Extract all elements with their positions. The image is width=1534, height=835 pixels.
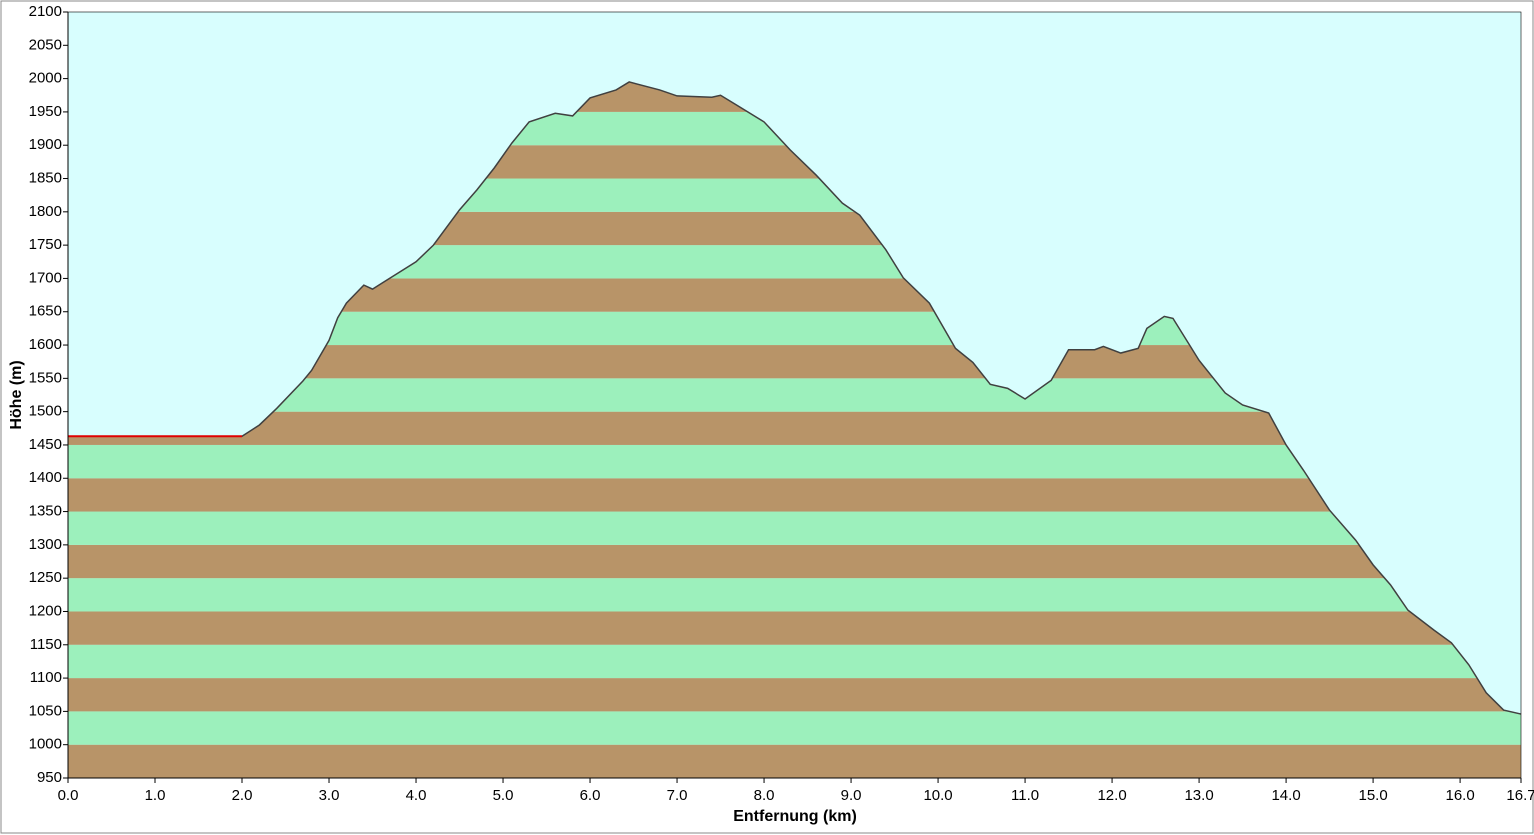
elevation-band [68,678,1521,712]
x-tick-label: 6.0 [580,787,601,804]
x-tick-label: 1.0 [145,787,166,804]
y-tick-label: 1150 [30,636,62,653]
y-tick-label: 1300 [29,536,62,553]
x-tick-label: 7.0 [667,787,688,804]
y-axis-title: Höhe (m) [8,360,25,429]
x-tick-label: 12.0 [1097,787,1126,804]
y-tick-label: 1100 [30,669,62,686]
x-tick-label: 11.0 [1011,787,1039,804]
y-tick-label: 1650 [29,303,62,320]
y-tick-label: 1600 [29,336,62,353]
elevation-band [68,744,1521,778]
y-tick-label: 1700 [29,269,62,286]
x-tick-label: 8.0 [754,787,775,804]
y-tick-label: 1550 [29,369,62,386]
x-tick-label: 10.0 [923,787,952,804]
x-tick-label: 2.0 [232,787,253,804]
elevation-band [68,644,1521,679]
elevation-band [68,578,1521,612]
x-tick-label: 3.0 [319,787,340,804]
x-tick-label: 13.0 [1184,787,1213,804]
y-tick-label: 1850 [29,169,62,186]
elevation-band [68,444,1521,479]
x-tick-label: 16.7 [1506,787,1534,804]
x-tick-label: 9.0 [841,787,862,804]
y-tick-label: 2000 [29,70,62,87]
y-tick-label: 1500 [29,403,62,420]
x-tick-label: 0.0 [58,787,79,804]
elevation-band [68,478,1521,512]
y-tick-label: 1250 [29,569,62,586]
elevation-band [68,611,1521,645]
elevation-band [68,711,1521,745]
y-tick-label: 2050 [29,36,62,53]
y-tick-label: 1900 [29,136,62,153]
y-tick-label: 1000 [29,736,62,753]
y-tick-label: 1050 [29,702,62,719]
y-tick-label: 1400 [29,469,62,486]
y-tick-label: 1750 [29,236,62,253]
y-tick-label: 1450 [29,436,62,453]
x-tick-label: 4.0 [406,787,427,804]
x-tick-label: 14.0 [1271,787,1300,804]
profile-line [68,81,1522,715]
y-tick-label: 1350 [29,503,62,520]
y-tick-label: 1950 [29,103,62,120]
y-tick-label: 1200 [29,602,62,619]
x-tick-label: 5.0 [493,787,514,804]
elevation-band [68,511,1521,545]
x-tick-label: 16.0 [1445,787,1474,804]
y-tick-label: 950 [37,769,62,786]
plot-border [67,11,1522,779]
y-tick-label: 2100 [29,3,62,20]
elevation-band [68,544,1521,579]
x-tick-label: 15.0 [1358,787,1387,804]
y-tick-label: 1800 [29,203,62,220]
x-axis-title: Entfernung (km) [733,808,857,825]
